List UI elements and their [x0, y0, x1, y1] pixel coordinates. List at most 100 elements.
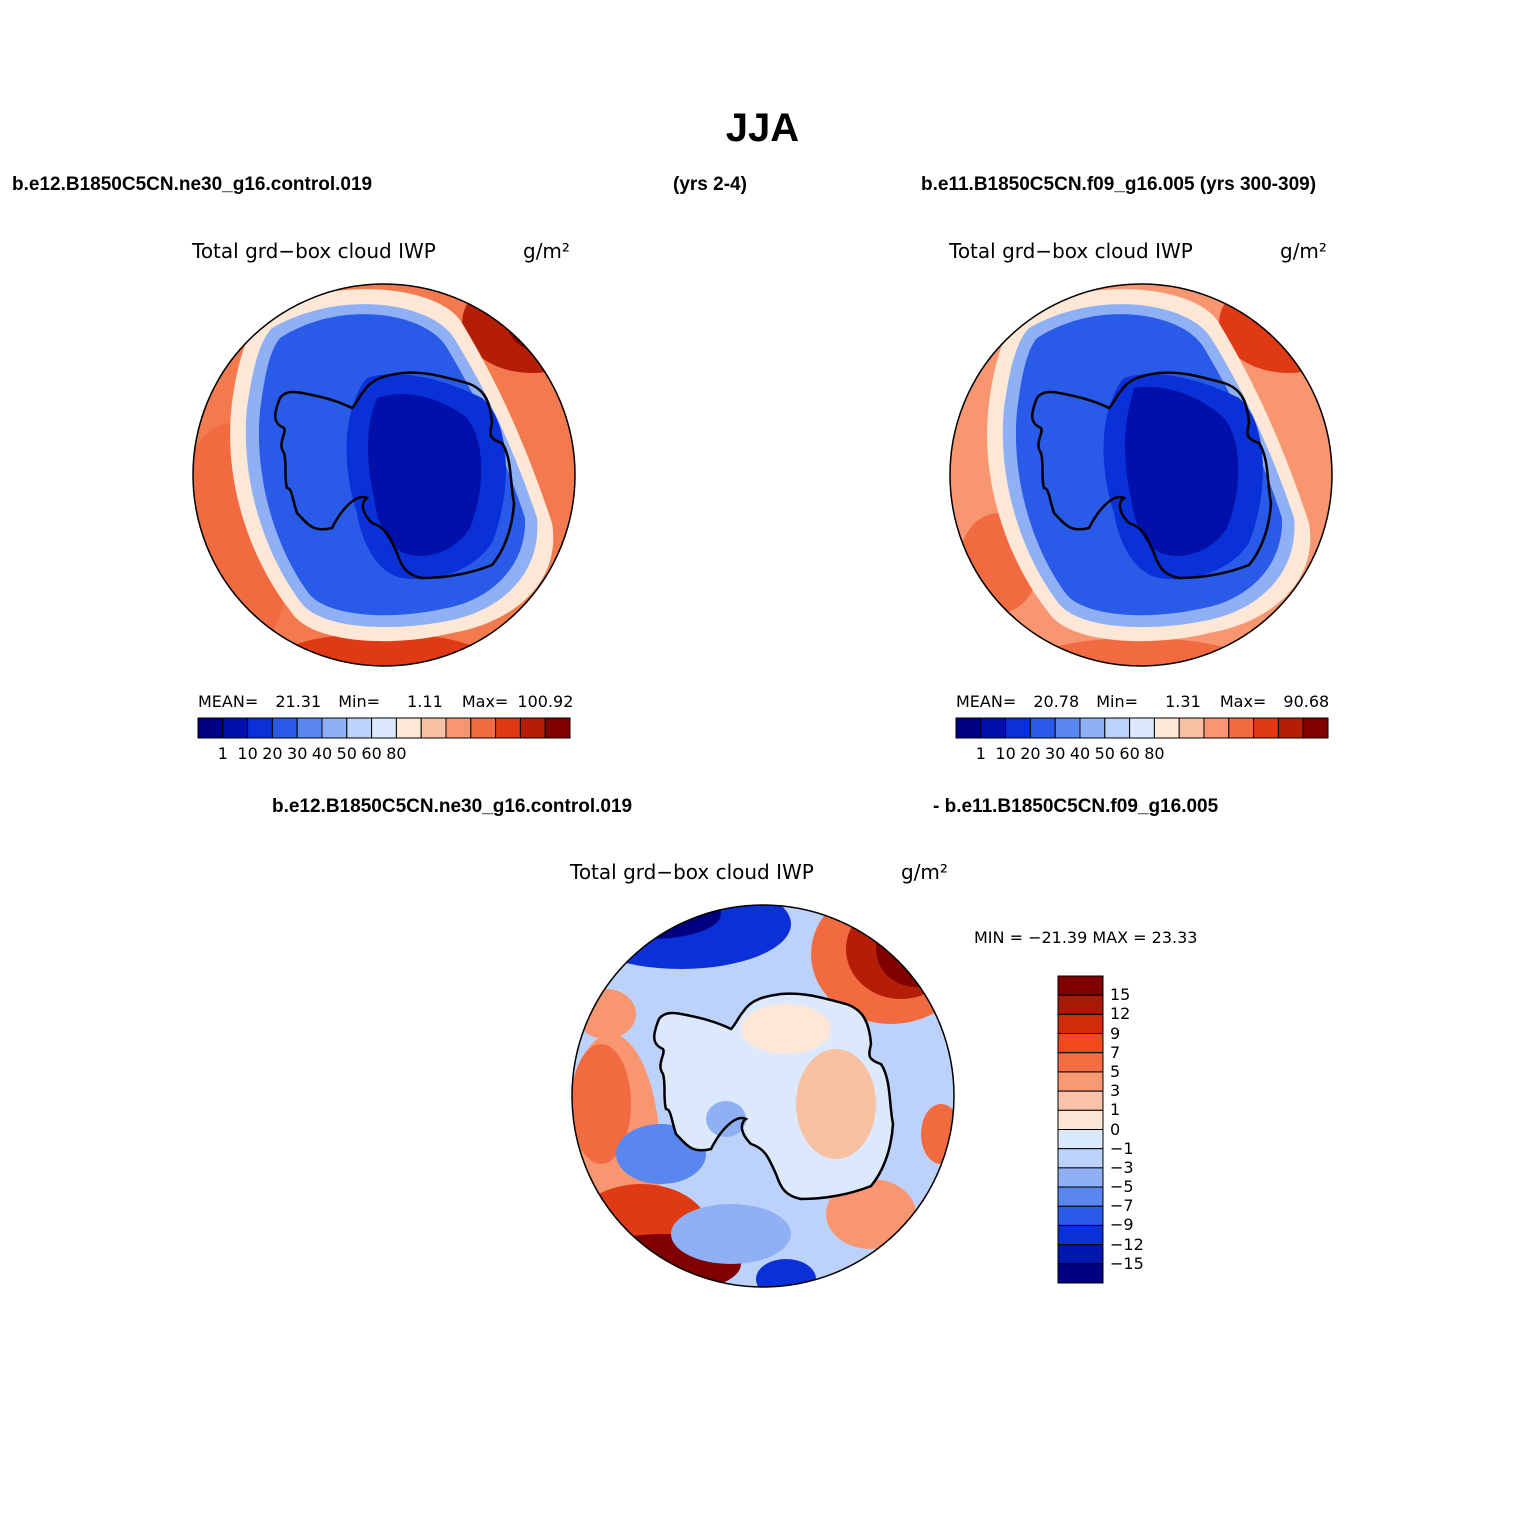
colorbar-swatch	[321, 717, 348, 739]
colorbar-swatch	[519, 717, 546, 739]
colorbar-swatch	[1228, 717, 1255, 739]
min-label: Min=	[1096, 692, 1139, 711]
colorbar-tick-label: 9	[1110, 1023, 1121, 1043]
difference-polar-map	[571, 904, 955, 1288]
colorbar-tick-label: −3	[1110, 1157, 1134, 1177]
test-units: g/m²	[523, 239, 570, 263]
test-case-label: b.e12.B1850C5CN.ne30_g16.control.019	[12, 174, 373, 195]
colorbar-tick-label: 50	[336, 744, 357, 763]
colorbar-swatch	[1057, 1186, 1104, 1207]
positive-difference-region	[876, 911, 954, 987]
colorbar-swatch	[395, 717, 422, 739]
high-iwp-region	[1029, 638, 1249, 666]
control-colorbar-ticks: 1 10 20 30 40 50 60 80	[956, 744, 1328, 764]
colorbar-tick-label: −1	[1110, 1138, 1134, 1158]
positive-difference-region	[921, 1104, 954, 1164]
map-border	[571, 904, 955, 1288]
colorbar-swatch	[1005, 717, 1031, 739]
min-value: 1.11	[407, 692, 443, 711]
colorbar-tick-label: 50	[1094, 744, 1115, 763]
colorbar-swatch	[1057, 1129, 1104, 1150]
high-iwp-region	[507, 293, 575, 353]
colorbar-tick-label: 80	[1144, 744, 1165, 763]
colorbar-swatch	[1057, 1224, 1104, 1246]
colorbar-swatch	[1302, 717, 1329, 739]
colorbar-tick-label: 3	[1110, 1081, 1121, 1101]
colorbar-swatch	[296, 717, 323, 739]
positive-difference-region	[826, 1179, 916, 1249]
colorbar-swatch	[346, 717, 373, 739]
control-case-label: b.e11.B1850C5CN.f09_g16.005 (yrs 300-309…	[921, 174, 1317, 195]
colorbar-swatch	[1057, 1090, 1104, 1111]
diff-units: g/m²	[901, 860, 948, 884]
max-value: 100.92	[517, 692, 574, 711]
page-title: JJA	[725, 106, 800, 150]
max-value: 90.68	[1283, 692, 1330, 711]
antarctica-coastline	[653, 992, 895, 1201]
colorbar-swatch	[1178, 717, 1205, 739]
max-label: Max=	[461, 692, 509, 711]
colorbar-swatch	[980, 717, 1007, 739]
colorbar-swatch	[1203, 717, 1230, 739]
colorbar-tick-label: 12	[1110, 1004, 1131, 1024]
antarctica-coastline	[274, 371, 516, 580]
colorbar-tick-label: −9	[1110, 1215, 1134, 1235]
colorbar-tick-label: −15	[1110, 1253, 1144, 1273]
colorbar-swatch	[1054, 717, 1081, 739]
colorbar-swatch	[1057, 1071, 1104, 1092]
colorbar-tick-label: −12	[1110, 1234, 1144, 1254]
diff-range-text: MIN = −21.39 MAX = 23.33	[974, 928, 1198, 947]
test-colorbar	[197, 717, 571, 739]
control-variable-title: Total grd−box cloud IWP	[949, 239, 1193, 263]
negative-difference-region	[706, 1101, 746, 1137]
control-units: g/m²	[1280, 239, 1327, 263]
colorbar-tick-label: 30	[1045, 744, 1066, 763]
map-border	[949, 283, 1333, 667]
high-iwp-region	[1219, 284, 1332, 373]
colorbar-tick-label: 20	[262, 744, 283, 763]
mean-value: 21.31	[275, 692, 322, 711]
colorbar-tick-label: 10	[237, 744, 258, 763]
colorbar-swatch	[1253, 717, 1279, 739]
colorbar-tick-label: −5	[1110, 1177, 1134, 1197]
colorbar-swatch	[1057, 1148, 1104, 1169]
colorbar-swatch	[1029, 717, 1056, 739]
colorbar-tick-label: 60	[1119, 744, 1140, 763]
high-iwp-region	[462, 284, 575, 373]
colorbar-swatch	[1153, 717, 1180, 739]
negative-difference-region	[671, 1204, 791, 1264]
colorbar-swatch	[271, 717, 298, 739]
high-iwp-region	[272, 633, 492, 666]
colorbar-tick-label: 1	[975, 744, 986, 763]
test-stats: MEAN= 21.31 Min= 1.11 Max= 100.92	[198, 692, 573, 711]
test-polar-map	[192, 283, 576, 667]
colorbar-swatch	[544, 717, 571, 739]
low-iwp-region	[1125, 386, 1239, 556]
colorbar-tick-label: 15	[1110, 985, 1131, 1005]
diff-variable-title: Total grd−box cloud IWP	[570, 860, 814, 884]
colorbar-swatch	[1104, 717, 1131, 739]
negative-difference-region	[756, 1259, 816, 1287]
colorbar-swatch	[371, 717, 397, 739]
colorbar-tick-label: 1	[1110, 1100, 1121, 1120]
test-colorbar-ticks: 1 10 20 30 40 50 60 80	[198, 744, 570, 764]
difference-colorbar	[1057, 975, 1104, 1284]
colorbar-swatch	[495, 717, 521, 739]
colorbar-swatch	[1277, 717, 1304, 739]
colorbar-swatch	[1057, 1263, 1104, 1284]
colorbar-swatch	[1057, 1244, 1104, 1265]
colorbar-swatch	[955, 717, 982, 739]
min-value: 1.31	[1165, 692, 1201, 711]
map-border	[192, 283, 576, 667]
colorbar-tick-label: 5	[1110, 1061, 1121, 1081]
max-label: Max=	[1219, 692, 1267, 711]
antarctica-coastline	[1031, 371, 1273, 580]
control-colorbar	[955, 717, 1329, 739]
colorbar-tick-label: 0	[1110, 1119, 1121, 1139]
colorbar-tick-label: 40	[311, 744, 333, 763]
colorbar-tick-label: 10	[995, 744, 1016, 763]
colorbar-tick-label: 20	[1020, 744, 1041, 763]
colorbar-tick-label: 1	[217, 744, 228, 763]
colorbar-tick-label: 60	[361, 744, 382, 763]
positive-difference-region	[796, 1049, 876, 1159]
